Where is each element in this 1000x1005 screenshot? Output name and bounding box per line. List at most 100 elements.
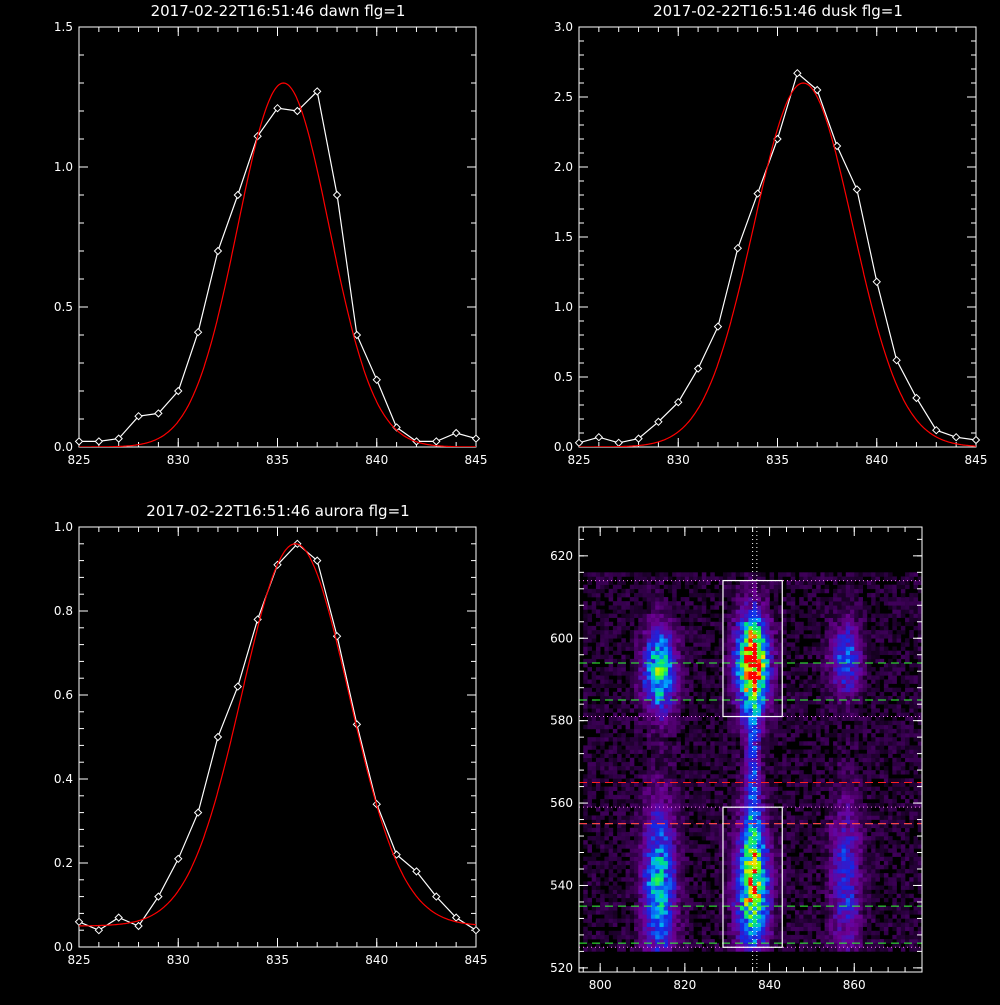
heatmap-cell [634,861,639,865]
heatmap-cell [664,688,669,692]
heatmap-cell [782,877,787,881]
heatmap-cell [600,729,605,733]
heatmap-cell [664,618,669,622]
heatmap-cell [770,894,775,898]
heatmap-cell [719,774,724,778]
heatmap-cell [727,589,732,593]
heatmap-cell [736,708,741,712]
heatmap-cell [621,630,626,634]
heatmap-cell [731,869,736,873]
heatmap-cell [782,811,787,815]
heatmap-cell [829,679,834,683]
heatmap-cell [655,622,660,626]
heatmap-cell [727,873,732,877]
heatmap-cell [727,704,732,708]
heatmap-cell [604,881,609,885]
heatmap-cell [753,721,758,725]
heatmap-cell [702,782,707,786]
heatmap-cell [740,914,745,918]
heatmap-cell [668,733,673,737]
heatmap-cell [736,787,741,791]
heatmap-cell [812,651,817,655]
heatmap-cell [617,865,622,869]
heatmap-cell [731,618,736,622]
heatmap-cell [596,865,601,869]
heatmap-cell [664,828,669,832]
heatmap-cell [596,881,601,885]
heatmap-cell [693,733,698,737]
heatmap-cell [744,782,749,786]
heatmap-cell [765,799,770,803]
heatmap-cell [757,634,762,638]
heatmap-cell [643,638,648,642]
heatmap-cell [651,758,656,762]
heatmap-cell [757,729,762,733]
heatmap-cell [723,745,728,749]
heatmap-cell [651,675,656,679]
heatmap-cell [668,585,673,589]
heatmap-cell [740,807,745,811]
heatmap-cell [829,828,834,832]
heatmap-cell [617,737,622,741]
heatmap-cell [647,717,652,721]
x-tick-label: 840 [365,953,388,967]
heatmap-cell [748,721,753,725]
heatmap-cell [647,758,652,762]
heatmap-cell [795,692,800,696]
heatmap-cell [647,642,652,646]
heatmap-cell [786,906,791,910]
heatmap-cell [613,700,618,704]
heatmap-cell [681,754,686,758]
heatmap-cell [600,712,605,716]
heatmap-cell [693,593,698,597]
heatmap-cell [664,597,669,601]
heatmap-cell [698,782,703,786]
heatmap-cell [774,729,779,733]
heatmap-cell [613,741,618,745]
heatmap-cell [723,700,728,704]
heatmap-cell [681,898,686,902]
heatmap-cell [626,766,631,770]
heatmap-cell [643,840,648,844]
heatmap-cell [604,630,609,634]
heatmap-cell [761,704,766,708]
heatmap-cell [833,885,838,889]
heatmap-cell [833,717,838,721]
heatmap-cell [748,766,753,770]
heatmap-cell [723,651,728,655]
heatmap-cell [740,906,745,910]
heatmap-cell [812,593,817,597]
heatmap-cell [761,671,766,675]
heatmap-cell [592,634,597,638]
heatmap-cell [731,815,736,819]
heatmap-cell [825,614,830,618]
heatmap-cell [655,832,660,836]
heatmap-cell [786,634,791,638]
heatmap-cell [731,828,736,832]
heatmap-cell [693,774,698,778]
heatmap-cell [799,704,804,708]
heatmap-cell [829,601,834,605]
heatmap-cell [744,634,749,638]
heatmap-cell [647,807,652,811]
heatmap-cell [621,799,626,803]
heatmap-cell [816,655,821,659]
heatmap-cell [723,873,728,877]
heatmap-cell [655,725,660,729]
heatmap-cell [676,725,681,729]
heatmap-cell [795,622,800,626]
heatmap-cell [825,910,830,914]
heatmap-cell [651,795,656,799]
heatmap-cell [583,609,588,613]
heatmap-cell [702,803,707,807]
heatmap-cell [587,626,592,630]
heatmap-cell [638,671,643,675]
heatmap-cell [596,572,601,576]
heatmap-cell [833,589,838,593]
heatmap-cell [820,675,825,679]
heatmap-cell [710,717,715,721]
heatmap-cell [702,597,707,601]
heatmap-cell [583,906,588,910]
heatmap-cell [744,717,749,721]
heatmap-cell [693,589,698,593]
